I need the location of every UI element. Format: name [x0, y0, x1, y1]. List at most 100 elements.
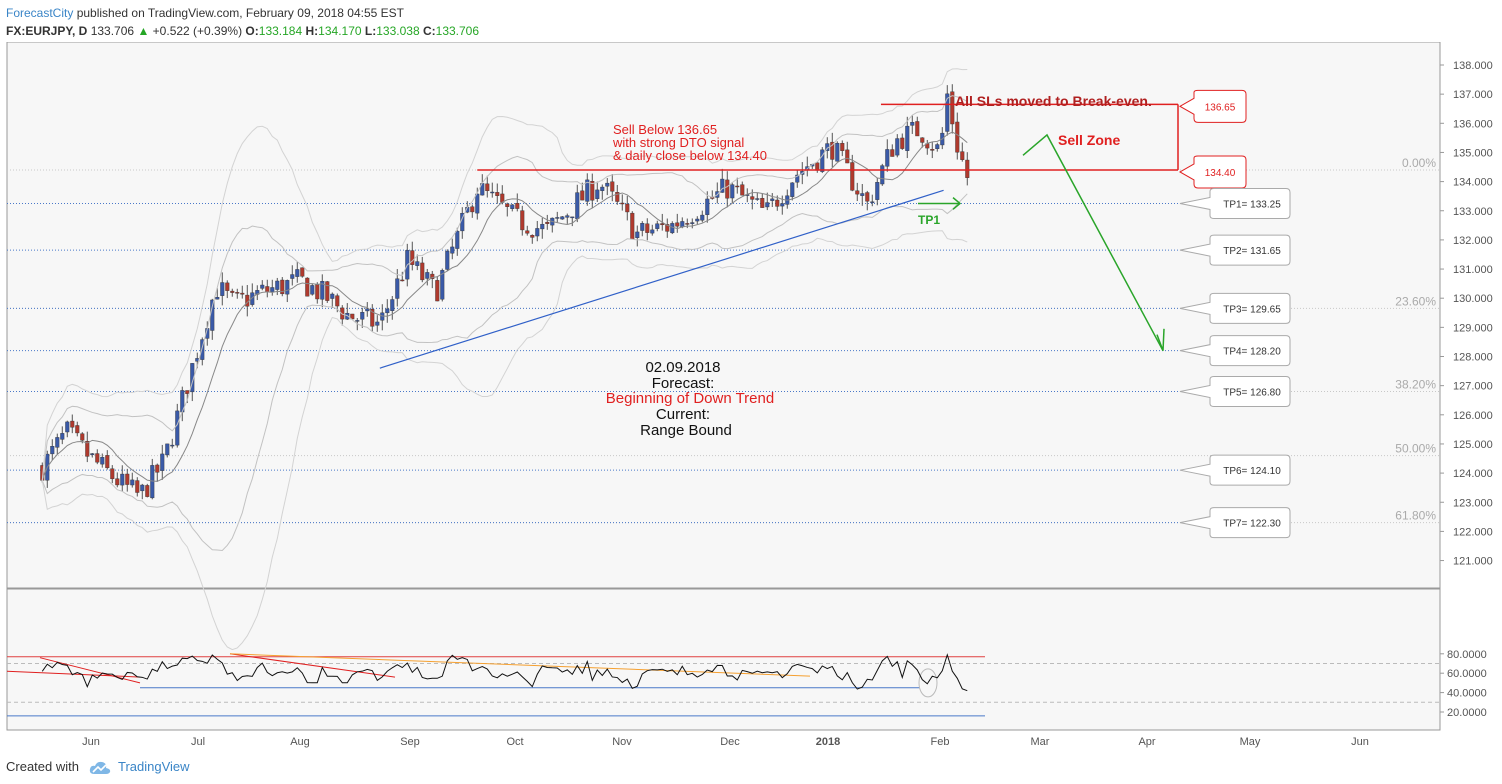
fib-level-label: 50.00%: [1395, 442, 1436, 456]
tp-callout-text: TP1= 133.25: [1223, 199, 1281, 210]
callout-136-text: 136.65: [1205, 102, 1236, 113]
x-tick-label: 2018: [816, 736, 840, 748]
candle-body: [955, 121, 960, 153]
publish-info: published on TradingView.com, February 0…: [73, 6, 405, 20]
candle-body: [265, 286, 270, 293]
sell-zone-path: [1022, 133, 1164, 352]
candle-body: [70, 420, 75, 428]
tp-callout-box: [1179, 335, 1291, 367]
low-label: L:: [364, 24, 377, 38]
candle-body: [900, 137, 905, 149]
candle-body: [295, 269, 300, 277]
candle-body: [110, 468, 115, 480]
high-label: H:: [305, 24, 319, 38]
candle-body: [565, 215, 570, 218]
candle-body: [730, 184, 735, 199]
candle-body: [590, 181, 595, 201]
sls-note: All SLs moved to Break-even.: [955, 93, 1152, 109]
x-tick-label: Jun: [82, 736, 100, 748]
y-tick-label: 134.000: [1453, 177, 1493, 189]
publish-line: ForecastCity published on TradingView.co…: [6, 4, 479, 22]
tp-callout: TP7= 122.30: [1179, 507, 1291, 539]
price-chart[interactable]: 121.000 122.000 123.000 124.000 125.000 126.0…: [0, 42, 1502, 754]
candle-body: [605, 182, 610, 187]
candle-body: [570, 216, 575, 219]
tradingview-link[interactable]: TradingView: [118, 759, 190, 774]
candle-body: [675, 222, 680, 227]
candle-body: [790, 182, 795, 197]
candle-body: [915, 121, 920, 137]
candle-body: [575, 192, 580, 220]
candle-body: [930, 149, 935, 151]
candle-body: [150, 465, 155, 499]
high-value: 134.170: [318, 24, 362, 38]
current-value: Range Bound: [640, 422, 732, 439]
candle-body: [495, 192, 500, 196]
osc-highlight-ellipse: [918, 668, 938, 698]
candle-body: [670, 223, 675, 234]
candle-body: [165, 443, 170, 456]
x-tick-label: Apr: [1138, 736, 1155, 748]
candle-body: [725, 179, 730, 199]
candle-body: [315, 284, 320, 300]
forecast-date: 02.09.2018: [645, 359, 720, 376]
candle-body: [390, 299, 395, 311]
callout-134-box: [1178, 155, 1247, 189]
candle-body: [310, 285, 315, 295]
candle-body: [50, 446, 55, 455]
y-tick-label: 122.000: [1453, 526, 1493, 538]
osc-trend-orange: [229, 653, 811, 677]
candle-body: [760, 198, 765, 208]
candle-body: [130, 479, 135, 486]
tp-callout-text: TP2= 131.65: [1223, 246, 1281, 257]
tp-callout-box: [1179, 375, 1291, 407]
tp-callout-box: [1179, 234, 1291, 266]
y-tick-label: 131.000: [1453, 264, 1493, 276]
sell-below-note: Sell Below 136.65: [613, 122, 717, 137]
callout-134-text: 134.40: [1205, 168, 1236, 179]
support-trendline: [379, 189, 944, 369]
tp-callout: TP1= 133.25: [1179, 187, 1291, 219]
tp-callout: TP5= 126.80: [1179, 375, 1291, 407]
candle-body: [510, 204, 515, 209]
y-tick-label: 126.000: [1453, 410, 1493, 422]
candle-body: [450, 246, 455, 254]
tp-callout-text: TP4= 128.20: [1223, 347, 1281, 358]
candle-body: [305, 277, 310, 297]
tp-callout-box: [1179, 454, 1291, 486]
candle-body: [120, 473, 125, 486]
candle-body: [80, 433, 85, 441]
y-tick-label: 138.000: [1453, 60, 1493, 72]
candle-body: [225, 282, 230, 291]
author-link[interactable]: ForecastCity: [6, 6, 74, 20]
y-tick-label: 136.000: [1453, 118, 1493, 130]
candle-body: [545, 221, 550, 224]
candle-body: [580, 190, 585, 201]
candle-body: [625, 203, 630, 213]
candle-body: [585, 179, 590, 202]
outer-lower-band-line: [41, 230, 968, 651]
y-tick-label: 125.000: [1453, 439, 1493, 451]
y-tick-label: 121.000: [1453, 556, 1493, 568]
candle-body: [735, 185, 740, 188]
candle-body: [285, 280, 290, 295]
y-tick-label: 135.000: [1453, 147, 1493, 159]
candle-body: [435, 280, 440, 302]
sell-below-note: with strong DTO signal: [612, 135, 744, 150]
candle-body: [330, 293, 335, 299]
candle-body: [135, 480, 140, 493]
tp-callout: TP3= 129.65: [1179, 292, 1291, 324]
x-tick-label: Feb: [931, 736, 950, 748]
candle-body: [655, 223, 660, 229]
candle-body: [935, 144, 940, 150]
x-tick-label: Dec: [720, 736, 740, 748]
candle-body: [560, 216, 565, 220]
outer-upper-band-line: [41, 68, 968, 481]
y-tick-label: 133.000: [1453, 206, 1493, 218]
tp-callout-box: [1179, 292, 1291, 324]
y-tick-label: 129.000: [1453, 322, 1493, 334]
candle-body: [705, 198, 710, 215]
moving-average-line: [41, 131, 968, 482]
candle-body: [475, 193, 480, 214]
candle-body: [520, 210, 525, 231]
